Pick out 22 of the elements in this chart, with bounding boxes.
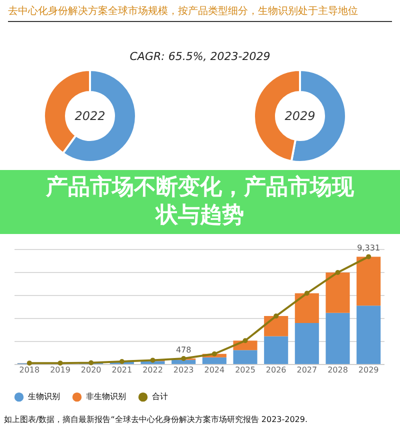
legend-label: 合计 [152,392,168,402]
x-tick-label: 2028 [328,366,348,374]
text: 2029 [284,109,316,123]
x-tick-label: 2019 [50,366,70,374]
x-tick-label: 2026 [266,366,286,374]
text: 去中心化身份解决方案全球市场规模，按产品类型细分，生物识别处于主导地位 [8,4,392,22]
x-tick-label: 2023 [173,366,194,374]
x-tick-label: 2022 [142,366,163,374]
x-tick-label: 2029 [358,366,379,374]
x-tick-label: 2021 [112,366,132,374]
data-label: 478 [176,346,192,355]
x-tick-label: 2027 [296,366,318,374]
x-tick-label: 2025 [235,366,256,374]
data-label: 9,331 [357,244,380,253]
legend-label: 非生物识别 [86,392,126,402]
x-tick-label: 2020 [80,366,102,374]
x-tick-label: 2024 [204,366,225,374]
legend-label: 生物识别 [28,392,60,402]
text: 2022 [74,109,106,123]
text: CAGR: 65.5%, 2023-2029 [128,50,272,63]
text: 如上图表/数据，摘自最新报告“全球去中心化身份解决方案市场研究报告 2023-2029. [4,414,308,425]
x-tick-label: 2018 [19,366,40,374]
